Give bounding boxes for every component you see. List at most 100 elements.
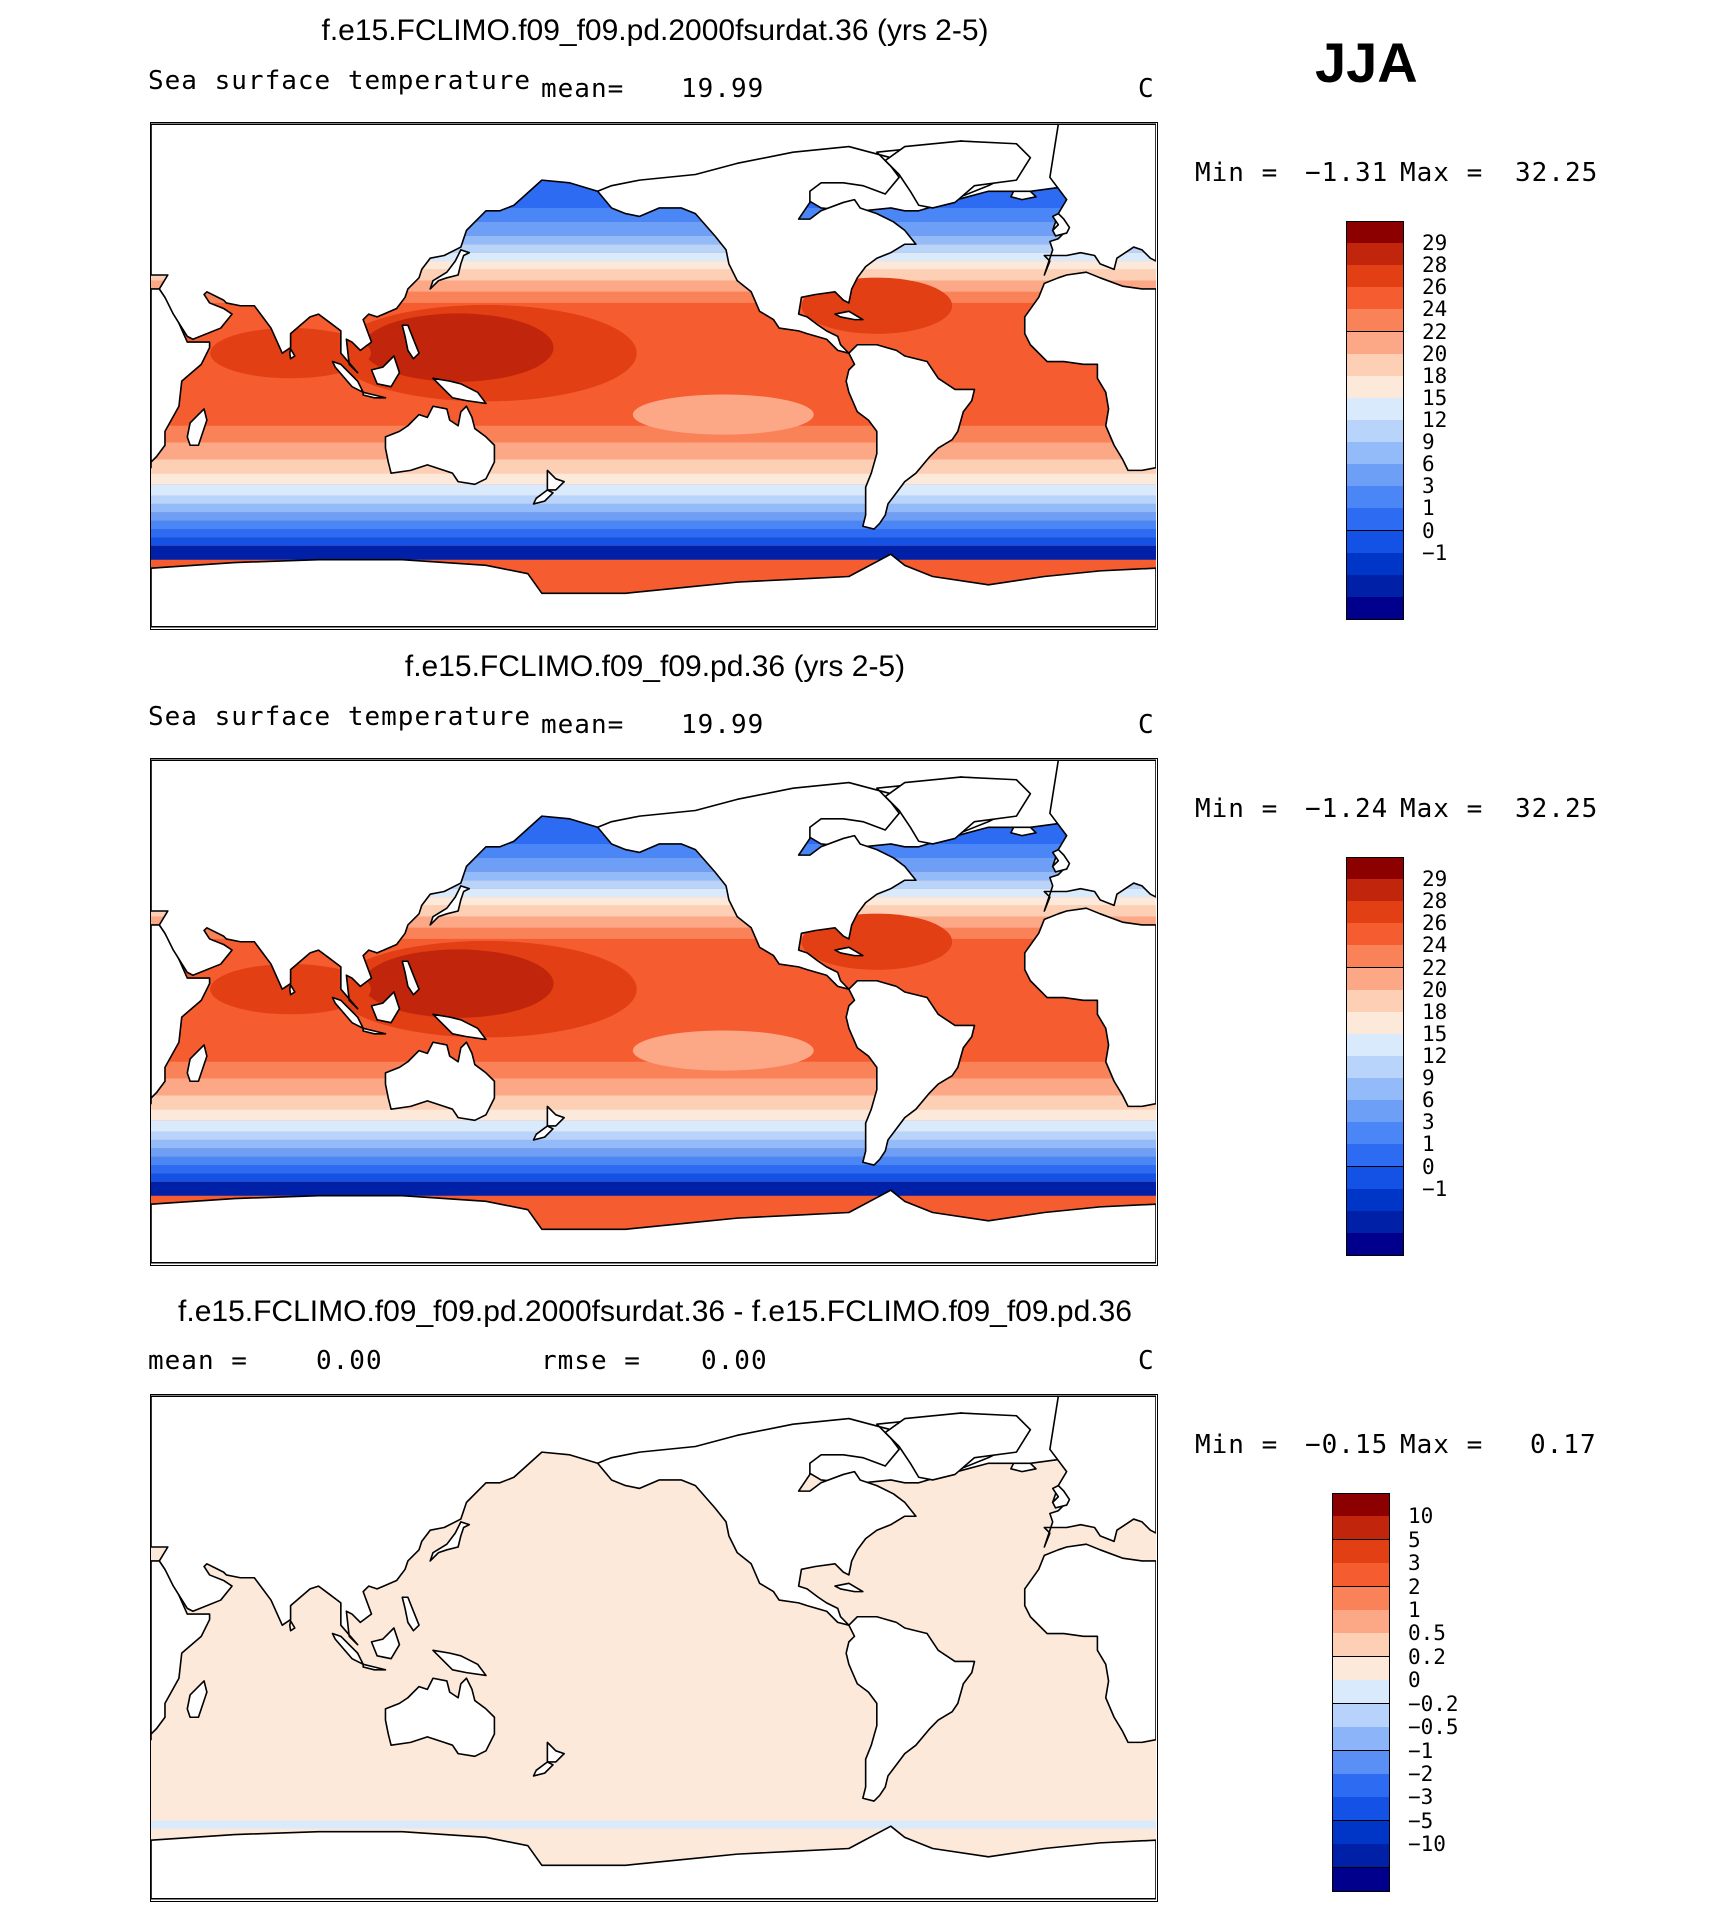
panel-3-max-value: 0.17 xyxy=(1530,1430,1597,1460)
colorbar-tick-label: 6 xyxy=(1422,452,1435,477)
panel-1-min-label: Min = xyxy=(1195,158,1279,188)
colorbar-swatch xyxy=(1346,923,1404,947)
colorbar-tick-label: 0.2 xyxy=(1408,1644,1446,1669)
colorbar-swatch xyxy=(1346,1144,1404,1168)
colorbar-swatch xyxy=(1346,265,1404,289)
panel-1-colorbar xyxy=(1346,221,1404,620)
colorbar-tick-label: 1 xyxy=(1422,496,1435,521)
colorbar-tick-label: 22 xyxy=(1422,955,1448,980)
colorbar-tick-label: 12 xyxy=(1422,1044,1448,1068)
colorbar-swatch xyxy=(1332,1680,1390,1705)
colorbar-swatch xyxy=(1332,1773,1390,1798)
panel-2-stat1-value: 19.99 xyxy=(681,710,765,740)
panel-1-max-label: Max = xyxy=(1400,158,1484,188)
colorbar-swatch xyxy=(1332,1844,1390,1869)
panel-1-stat1-label: mean= xyxy=(541,74,625,104)
colorbar-swatch xyxy=(1346,1122,1404,1146)
colorbar-tick-label: 29 xyxy=(1422,231,1448,256)
colorbar-swatch xyxy=(1346,464,1404,488)
colorbar-swatch xyxy=(1346,243,1404,267)
panel-2-stat1-label: mean= xyxy=(541,710,625,740)
panel-2-max-value: 32.25 xyxy=(1515,794,1599,824)
colorbar-swatch xyxy=(1332,1539,1390,1564)
colorbar-swatch xyxy=(1346,552,1404,576)
colorbar-tick-label: −1 xyxy=(1422,540,1448,565)
colorbar-tick-label: −2 xyxy=(1408,1761,1434,1786)
colorbar-swatch xyxy=(1346,353,1404,377)
colorbar-swatch xyxy=(1346,530,1404,554)
colorbar-tick-label: 10 xyxy=(1408,1504,1434,1529)
colorbar-tick-label: 18 xyxy=(1422,999,1448,1024)
colorbar-tick-label: 5 xyxy=(1408,1527,1421,1552)
colorbar-swatch xyxy=(1346,420,1404,443)
colorbar-tick-label: −1 xyxy=(1422,1176,1448,1201)
colorbar-tick-label: 26 xyxy=(1422,275,1448,300)
colorbar-tick-label: 28 xyxy=(1422,889,1448,914)
colorbar-tick-label: 26 xyxy=(1422,911,1448,936)
colorbar-tick-label: 15 xyxy=(1422,385,1448,410)
colorbar-tick-label: 18 xyxy=(1422,363,1448,388)
colorbar-swatch xyxy=(1346,1078,1404,1102)
colorbar-swatch xyxy=(1346,901,1404,925)
colorbar-tick-label: 9 xyxy=(1422,430,1435,455)
colorbar-swatch xyxy=(1346,879,1404,903)
colorbar-tick-label: 20 xyxy=(1422,977,1448,1002)
colorbar-swatch xyxy=(1346,1166,1404,1190)
panel-3-title: f.e15.FCLIMO.f09_f09.pd.2000fsurdat.36 -… xyxy=(178,1295,1132,1328)
colorbar-swatch xyxy=(1346,1100,1404,1124)
colorbar-tick-label: 1 xyxy=(1422,1132,1435,1157)
colorbar-swatch xyxy=(1332,1586,1390,1611)
panel-3-stat1-value: 0.00 xyxy=(316,1346,383,1376)
colorbar-tick-label: 22 xyxy=(1422,319,1448,344)
colorbar-swatch xyxy=(1346,375,1404,399)
colorbar-swatch xyxy=(1346,1188,1404,1212)
colorbar-tick-label: 3 xyxy=(1408,1551,1421,1576)
colorbar-tick-label: 29 xyxy=(1422,867,1448,892)
colorbar-swatch xyxy=(1332,1727,1390,1752)
colorbar-swatch xyxy=(1346,1033,1404,1057)
colorbar-tick-label: −5 xyxy=(1408,1808,1434,1833)
panel-3-max-label: Max = xyxy=(1400,1430,1484,1460)
colorbar-swatch xyxy=(1346,989,1404,1013)
colorbar-swatch xyxy=(1346,1210,1404,1234)
panel-1-title: f.e15.FCLIMO.f09_f09.pd.2000fsurdat.36 (… xyxy=(321,14,989,47)
panel-2-min-label: Min = xyxy=(1195,794,1279,824)
panel-2-colorbar xyxy=(1346,857,1404,1256)
colorbar-swatch xyxy=(1346,309,1404,333)
colorbar-swatch xyxy=(1346,486,1404,510)
panel-3-units: C xyxy=(1138,1346,1155,1376)
panel-2-min-value: −1.24 xyxy=(1305,794,1389,824)
colorbar-swatch xyxy=(1346,508,1404,532)
colorbar-tick-label: 0 xyxy=(1422,518,1435,543)
colorbar-swatch xyxy=(1332,1656,1390,1681)
colorbar-swatch xyxy=(1332,1703,1390,1728)
colorbar-swatch xyxy=(1346,1011,1404,1035)
colorbar-swatch xyxy=(1346,287,1404,311)
panel-1-stat1-value: 19.99 xyxy=(681,74,765,104)
colorbar-swatch xyxy=(1346,331,1404,355)
colorbar-swatch xyxy=(1346,945,1404,969)
colorbar-tick-label: 3 xyxy=(1422,474,1435,499)
panel-1-min-value: −1.31 xyxy=(1305,158,1389,188)
colorbar-swatch xyxy=(1346,1232,1404,1256)
panel-2-title: f.e15.FCLIMO.f09_f09.pd.36 (yrs 2-5) xyxy=(404,650,906,683)
panel-2-units: C xyxy=(1138,710,1155,740)
colorbar-tick-label: −0.5 xyxy=(1408,1715,1459,1740)
colorbar-tick-label: 3 xyxy=(1422,1110,1435,1135)
colorbar-tick-label: 0.5 xyxy=(1408,1621,1446,1646)
colorbar-swatch xyxy=(1346,574,1404,598)
panel-3-min-label: Min = xyxy=(1195,1430,1279,1460)
panel-2-max-label: Max = xyxy=(1400,794,1484,824)
colorbar-tick-label: 9 xyxy=(1422,1066,1435,1091)
colorbar-swatch xyxy=(1346,1056,1404,1079)
colorbar-swatch xyxy=(1346,857,1404,880)
panel-3-min-value: −0.15 xyxy=(1305,1430,1389,1460)
colorbar-tick-label: 12 xyxy=(1422,408,1448,432)
colorbar-tick-label: −1 xyxy=(1408,1738,1434,1763)
colorbar-tick-label: −0.2 xyxy=(1408,1691,1459,1716)
panel-1-units: C xyxy=(1138,74,1155,104)
colorbar-swatch xyxy=(1332,1493,1390,1517)
colorbar-tick-label: −3 xyxy=(1408,1785,1434,1810)
panel-3-stat1-label: mean = xyxy=(148,1346,248,1376)
colorbar-swatch xyxy=(1332,1563,1390,1588)
